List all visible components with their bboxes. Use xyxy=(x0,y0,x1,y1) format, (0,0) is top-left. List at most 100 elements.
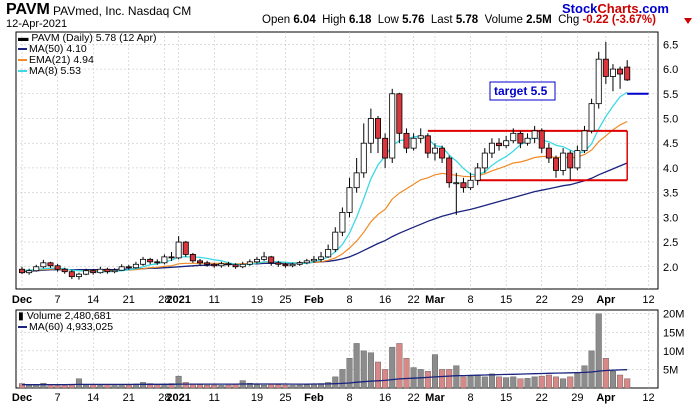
candle-body xyxy=(531,130,538,139)
candle-body xyxy=(609,68,616,77)
credit-charts: Charts xyxy=(597,1,639,16)
date-tick-label: 25 xyxy=(279,294,291,306)
volume-bar xyxy=(225,384,232,389)
legend-ma8: MA(8) 5.53 xyxy=(18,65,81,77)
quote-line: Open 6.04 High 6.18 Low 5.76 Last 5.78 V… xyxy=(262,14,656,26)
chart-header: PAVM PAVmed, Inc. Nasdaq CM 12-Apr-2021 … xyxy=(0,0,700,32)
volume-tick-label: 20M xyxy=(663,309,684,321)
volume-bar xyxy=(182,382,189,389)
candle-body xyxy=(624,66,631,81)
volume-value: 2.5M xyxy=(526,14,552,26)
ma8-swatch xyxy=(18,70,27,73)
legend-volume: ▮ Volume 2,480,681 xyxy=(18,310,111,322)
legend-price: ▬ PAVM (Daily) 5.78 (12 Apr) xyxy=(18,32,157,44)
volume-bar xyxy=(268,384,275,389)
candle-body xyxy=(140,258,147,265)
volume-bar xyxy=(574,372,581,389)
price-tick-label: 2.0 xyxy=(663,262,678,274)
price-tick-label: 4.5 xyxy=(663,138,678,150)
volume-date-tick-label: 29 xyxy=(571,392,583,404)
candle-body xyxy=(560,152,567,171)
axis-labels: 2.0 2.5 3.0 3.5 4.0 4.5 5.0 5.5 6.0 6.5 Dec Dec 7 7 14… xyxy=(12,39,685,404)
volume-date-tick-label: 25 xyxy=(279,392,291,404)
candle-body xyxy=(503,140,510,147)
volume-bar xyxy=(517,378,524,389)
candle-body xyxy=(410,137,417,149)
candle-body xyxy=(296,262,303,265)
volume-tick-label: 15M xyxy=(663,327,684,339)
volume-bar xyxy=(275,384,282,389)
candle-body xyxy=(289,263,296,267)
volume-bar xyxy=(453,365,460,389)
volume-bar xyxy=(346,358,353,389)
candle-body xyxy=(253,258,260,263)
volume-date-tick-label: 15 xyxy=(500,392,512,404)
volume-legend-icon: ▮ xyxy=(18,310,24,322)
candle-body xyxy=(474,167,481,181)
legend-ma50: MA(50) 4.10 xyxy=(18,43,87,55)
date-tick-label: 12 xyxy=(642,294,654,306)
high-label: High xyxy=(322,14,346,26)
date-tick-label: 11 xyxy=(209,294,220,306)
volume-bar xyxy=(111,384,118,389)
volume-bar xyxy=(375,361,382,389)
volume-bar xyxy=(538,375,545,389)
candle-body xyxy=(83,270,90,275)
candle-body xyxy=(389,93,396,159)
legend-price-text: PAVM (Daily) 5.78 (12 Apr) xyxy=(31,32,157,44)
volume-bar xyxy=(339,369,346,389)
candle-body xyxy=(239,263,246,268)
volume-bar xyxy=(560,378,567,389)
volume-bar xyxy=(147,383,154,389)
site-credit[interactable]: StockCharts.com xyxy=(562,1,669,16)
candle-body xyxy=(132,263,139,269)
volume-date-tick-label: 16 xyxy=(379,392,391,404)
volume-bar xyxy=(175,375,182,389)
volume-bar xyxy=(26,384,33,389)
low-value: 5.76 xyxy=(402,14,425,26)
volume-tick-label: 10M xyxy=(663,346,684,358)
volume-bar xyxy=(431,354,438,389)
price-tick-label: 5.0 xyxy=(663,113,678,125)
date-tick-label: 22 xyxy=(536,294,548,306)
date-tick-label: 14 xyxy=(87,294,99,306)
volume-bar xyxy=(367,352,374,389)
volume-bar xyxy=(553,376,560,389)
candle-body xyxy=(189,254,196,262)
price-tick-label: 4.0 xyxy=(663,163,678,175)
volume-bar xyxy=(545,374,552,389)
price-tick-label: 5.5 xyxy=(663,89,678,101)
company-name: PAVmed, Inc. Nasdaq CM xyxy=(53,4,192,18)
candle-body xyxy=(467,179,474,189)
volume-bar xyxy=(602,358,609,389)
volume-bar xyxy=(510,376,517,389)
candle-body xyxy=(26,270,33,274)
candle-body xyxy=(310,258,317,262)
candle-body xyxy=(303,260,310,264)
level-lines xyxy=(427,92,649,182)
candle-body xyxy=(33,266,40,272)
candle-body xyxy=(574,150,581,169)
volume-date-tick-label: 2021 xyxy=(166,392,190,404)
volume-date-tick-label: 19 xyxy=(251,392,263,404)
candle-body xyxy=(218,263,225,267)
volume-bar xyxy=(296,384,303,389)
candle-body xyxy=(617,68,624,75)
date-tick-label: Apr xyxy=(596,294,616,306)
volume-bar xyxy=(403,358,410,389)
legend-ma60: MA(60) 4,933,025 xyxy=(18,321,113,333)
volume-bar xyxy=(196,384,203,389)
volume-bar xyxy=(396,343,403,389)
volume-date-tick-label: Dec xyxy=(12,392,32,404)
volume-bar xyxy=(211,384,218,389)
volume-bar xyxy=(325,382,332,389)
price-tick-label: 3.5 xyxy=(663,188,678,200)
candle-body xyxy=(353,172,360,189)
volume-bar xyxy=(531,376,538,389)
candle-body xyxy=(545,147,552,159)
date-tick-label: 2021 xyxy=(166,294,190,306)
volume-bar xyxy=(310,384,317,389)
price-legend-icon: ▬ xyxy=(18,32,29,44)
volume-bar xyxy=(261,384,268,389)
